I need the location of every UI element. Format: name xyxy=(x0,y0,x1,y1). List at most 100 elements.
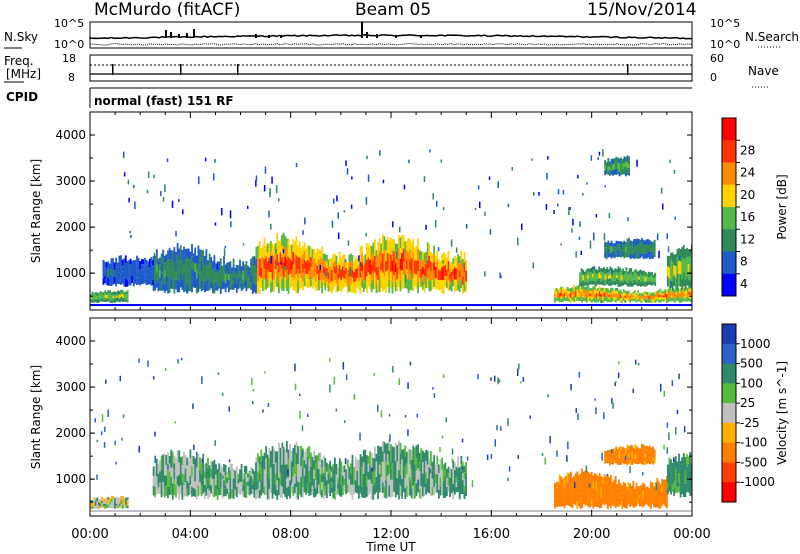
heatmap-cell xyxy=(631,244,634,248)
heatmap-speckle xyxy=(529,415,531,419)
heatmap-cell xyxy=(203,491,206,499)
heatmap-cell xyxy=(276,265,279,277)
heatmap-cell xyxy=(606,272,609,279)
heatmap-cell xyxy=(603,296,606,302)
heatmap-cell xyxy=(300,278,303,289)
heatmap-cell xyxy=(417,444,419,457)
heatmap-cell xyxy=(610,475,612,482)
heatmap-cell xyxy=(121,265,124,272)
heatmap-cell xyxy=(441,482,443,496)
heatmap-cell xyxy=(635,273,637,278)
heatmap-cell xyxy=(150,278,153,286)
heatmap-cell xyxy=(327,266,330,273)
heatmap-cell xyxy=(605,296,607,301)
heatmap-cell xyxy=(462,480,464,488)
heatmap-cell xyxy=(680,287,683,293)
heatmap-cell xyxy=(343,478,346,486)
heatmap-cell xyxy=(598,496,601,509)
heatmap-speckle xyxy=(353,394,356,400)
heatmap-cell xyxy=(229,275,232,283)
heatmap-cell xyxy=(600,486,603,498)
heatmap-cell xyxy=(607,460,610,463)
heatmap-cell xyxy=(122,500,124,505)
heatmap-cell xyxy=(560,286,563,290)
heatmap-cell xyxy=(428,267,431,280)
heatmap-cell xyxy=(594,294,596,299)
heatmap-cell xyxy=(558,474,561,486)
heatmap-cell xyxy=(213,280,216,294)
heatmap-cell xyxy=(581,299,583,303)
heatmap-cell xyxy=(394,253,397,263)
heatmap-cell xyxy=(221,265,224,274)
heatmap-cell xyxy=(680,297,683,303)
heatmap-cell xyxy=(200,485,203,497)
heatmap-cell xyxy=(102,294,105,298)
heatmap-cell xyxy=(308,483,311,496)
heatmap-cell xyxy=(458,467,461,476)
heatmap-cell xyxy=(102,260,105,267)
heatmap-cell xyxy=(118,291,121,295)
heatmap-cell xyxy=(589,496,591,508)
colorbar-tick-label: 24 xyxy=(740,166,755,180)
heatmap-cell xyxy=(598,272,601,279)
heatmap-cell xyxy=(686,292,689,297)
heatmap-cell xyxy=(120,292,123,295)
heatmap-cell xyxy=(637,490,639,495)
heatmap-cell xyxy=(391,282,394,294)
heatmap-cell xyxy=(383,441,386,453)
heatmap-cell xyxy=(417,260,419,272)
heatmap-cell xyxy=(650,241,653,245)
heatmap-cell xyxy=(303,250,306,260)
heatmap-cell xyxy=(652,250,654,255)
heatmap-cell xyxy=(245,267,248,273)
heatmap-speckle xyxy=(221,392,224,396)
heatmap-cell xyxy=(684,470,687,484)
heatmap-cell xyxy=(579,286,582,292)
nsky-spike xyxy=(255,34,257,38)
heatmap-cell xyxy=(557,292,559,296)
heatmap-cell xyxy=(305,449,307,465)
heatmap-cell xyxy=(641,281,644,286)
heatmap-cell xyxy=(625,277,628,282)
heatmap-cell xyxy=(407,265,410,280)
heatmap-speckle xyxy=(404,274,407,283)
heatmap-cell xyxy=(120,296,123,299)
heatmap-cell xyxy=(284,464,287,481)
heatmap-cell xyxy=(187,458,190,471)
heatmap-cell xyxy=(234,483,237,490)
heatmap-cell xyxy=(314,281,317,291)
heatmap-cell xyxy=(334,491,336,500)
heatmap-cell xyxy=(171,483,174,500)
heatmap-speckle xyxy=(138,445,140,453)
heatmap-cell xyxy=(263,452,266,462)
heatmap-speckle xyxy=(392,366,394,373)
heatmap-cell xyxy=(391,463,394,480)
heatmap-cell xyxy=(441,280,443,293)
heatmap-cell xyxy=(638,270,641,274)
heatmap-cell xyxy=(237,488,240,494)
heatmap-cell xyxy=(560,496,563,507)
heatmap-cell xyxy=(108,278,111,286)
heatmap-cell xyxy=(388,450,391,463)
heatmap-cell xyxy=(686,297,689,302)
heatmap-cell xyxy=(662,297,665,300)
heatmap-cell xyxy=(608,292,611,295)
heatmap-cell xyxy=(150,257,153,265)
heatmap-speckle xyxy=(367,174,370,182)
heatmap-cell xyxy=(235,486,238,498)
heatmap-speckle xyxy=(123,151,125,158)
heatmap-cell xyxy=(687,485,690,493)
heatmap-cell xyxy=(338,486,341,496)
heatmap-cell xyxy=(178,462,181,475)
heatmap-cell xyxy=(587,271,589,276)
heatmap-cell xyxy=(620,269,623,276)
heatmap-cell xyxy=(356,482,359,494)
heatmap-cell xyxy=(425,276,427,289)
heatmap-cell xyxy=(608,290,611,293)
heatmap-cell xyxy=(308,458,311,472)
heatmap-cell xyxy=(460,463,463,472)
heatmap-speckle xyxy=(329,358,331,362)
heatmap-cell xyxy=(322,481,325,491)
heatmap-cell xyxy=(676,265,679,274)
heatmap-cell xyxy=(170,467,173,477)
